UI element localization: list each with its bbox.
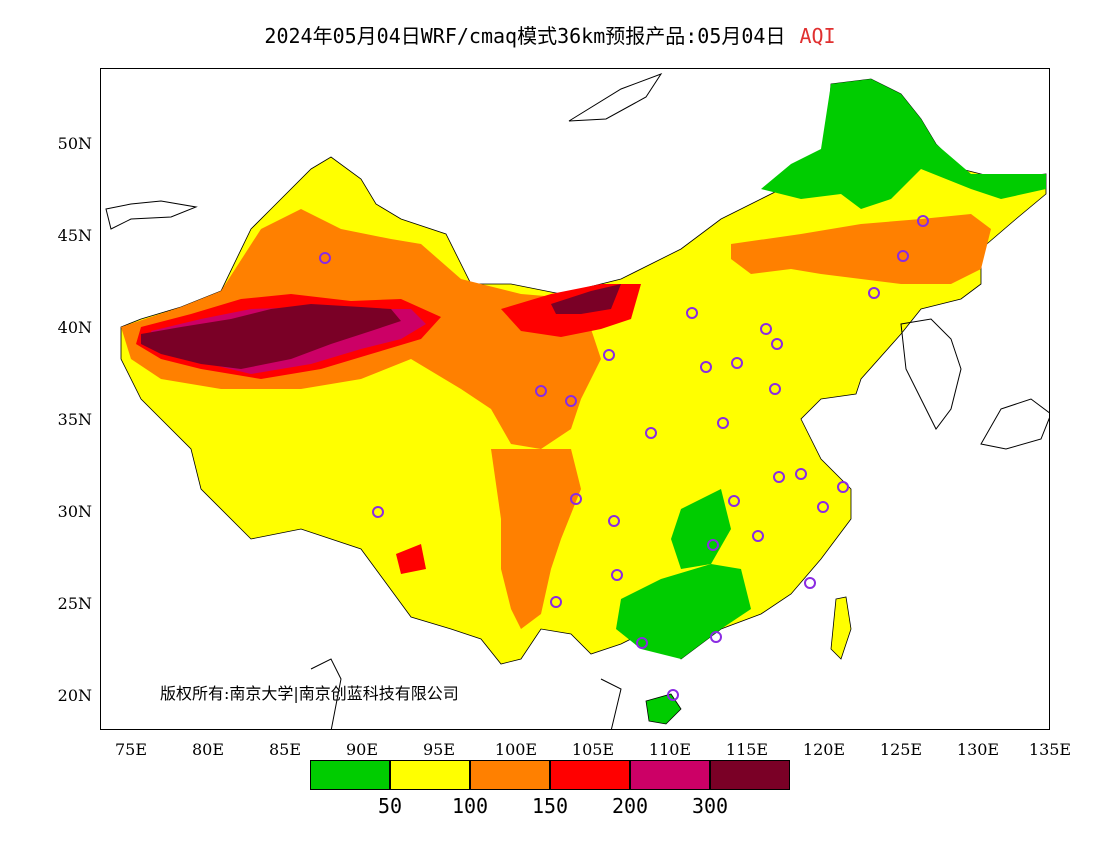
lat-tick-label: 45N bbox=[57, 226, 92, 245]
lon-tick-label: 80E bbox=[191, 740, 225, 759]
border-kazakhstan bbox=[105, 200, 198, 230]
city-marker bbox=[760, 323, 772, 335]
lat-tick-label: 25N bbox=[57, 594, 92, 613]
lat-tick-label: 40N bbox=[57, 318, 92, 337]
city-marker bbox=[667, 689, 679, 701]
map-panel bbox=[100, 68, 1050, 730]
region-southwest-orange bbox=[491, 449, 581, 629]
title-variable: AQI bbox=[799, 24, 836, 48]
lon-tick-label: 130E bbox=[956, 740, 1000, 759]
legend-label: 150 bbox=[531, 794, 569, 818]
coastline-north bbox=[568, 72, 663, 122]
city-marker bbox=[603, 349, 615, 361]
lon-tick-label: 90E bbox=[345, 740, 379, 759]
lon-tick-label: 125E bbox=[879, 740, 923, 759]
city-marker bbox=[707, 539, 719, 551]
lat-tick-label: 20N bbox=[57, 686, 92, 705]
city-marker bbox=[570, 493, 582, 505]
legend-label: 300 bbox=[691, 794, 729, 818]
island-taiwan bbox=[830, 596, 852, 660]
title-main: 2024年05月04日WRF/cmaq模式36km预报产品:05月04日 bbox=[264, 24, 786, 48]
city-marker bbox=[773, 471, 785, 483]
map-title: 2024年05月04日WRF/cmaq模式36km预报产品:05月04日 AQI bbox=[0, 20, 1100, 49]
city-marker bbox=[795, 468, 807, 480]
city-marker bbox=[804, 577, 816, 589]
lon-tick-label: 105E bbox=[571, 740, 615, 759]
legend-swatch bbox=[470, 760, 550, 790]
region-northeast-green bbox=[761, 79, 1046, 209]
region-north-orange-band bbox=[731, 214, 991, 284]
city-marker bbox=[319, 252, 331, 264]
city-marker bbox=[771, 338, 783, 350]
city-marker bbox=[645, 427, 657, 439]
aqi-map-svg bbox=[105, 72, 1049, 729]
city-marker bbox=[731, 357, 743, 369]
lon-tick-label: 110E bbox=[648, 740, 692, 759]
legend-swatch bbox=[630, 760, 710, 790]
city-marker bbox=[636, 637, 648, 649]
city-marker bbox=[686, 307, 698, 319]
region-tibet-red bbox=[396, 544, 426, 574]
legend-label: 200 bbox=[611, 794, 649, 818]
city-marker bbox=[917, 215, 929, 227]
city-markers bbox=[319, 215, 929, 701]
city-marker bbox=[752, 530, 764, 542]
legend-swatch bbox=[390, 760, 470, 790]
lat-tick-label: 30N bbox=[57, 502, 92, 521]
lon-tick-label: 95E bbox=[422, 740, 456, 759]
copyright-text: 版权所有:南京大学|南京创蓝科技有限公司 bbox=[160, 684, 459, 703]
coastline-korea-japan bbox=[900, 318, 1049, 450]
city-marker bbox=[565, 395, 577, 407]
lon-tick-label: 135E bbox=[1028, 740, 1072, 759]
city-marker bbox=[611, 569, 623, 581]
legend-label: 50 bbox=[377, 794, 403, 818]
legend-swatch bbox=[550, 760, 630, 790]
city-marker bbox=[837, 481, 849, 493]
lat-tick-label: 35N bbox=[57, 410, 92, 429]
city-marker bbox=[728, 495, 740, 507]
city-marker bbox=[769, 383, 781, 395]
city-marker bbox=[372, 506, 384, 518]
city-marker bbox=[700, 361, 712, 373]
lon-tick-label: 120E bbox=[802, 740, 846, 759]
region-northwest-maroon bbox=[141, 304, 401, 369]
border-south-asia bbox=[310, 658, 622, 729]
region-south-green bbox=[616, 564, 751, 659]
island-hainan bbox=[645, 693, 682, 725]
lon-tick-label: 75E bbox=[114, 740, 148, 759]
region-north-maroon bbox=[551, 284, 621, 314]
lon-tick-label: 115E bbox=[725, 740, 769, 759]
lon-tick-label: 85E bbox=[268, 740, 302, 759]
lon-tick-label: 100E bbox=[494, 740, 538, 759]
city-marker bbox=[608, 515, 620, 527]
city-marker bbox=[550, 596, 562, 608]
city-marker bbox=[717, 417, 729, 429]
city-marker bbox=[868, 287, 880, 299]
legend-label: 100 bbox=[451, 794, 489, 818]
legend-swatch bbox=[710, 760, 790, 790]
lat-tick-label: 50N bbox=[57, 134, 92, 153]
city-marker bbox=[817, 501, 829, 513]
legend-swatch bbox=[310, 760, 390, 790]
city-marker bbox=[535, 385, 547, 397]
city-marker bbox=[710, 631, 722, 643]
city-marker bbox=[897, 250, 909, 262]
